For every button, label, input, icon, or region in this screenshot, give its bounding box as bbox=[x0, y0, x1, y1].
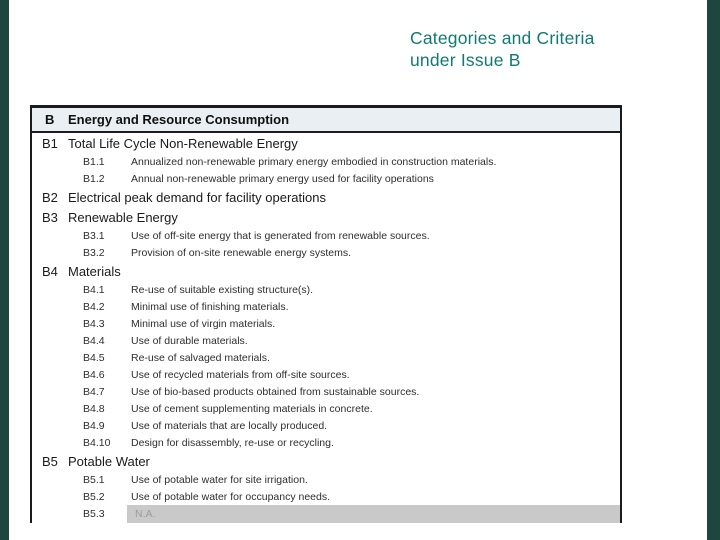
right-edge-bar bbox=[707, 0, 720, 540]
criterion-code: B5.1 bbox=[83, 473, 105, 486]
criterion-row: B3.2 Provision of on-site renewable ener… bbox=[32, 244, 620, 261]
category-label: Renewable Energy bbox=[68, 209, 178, 225]
criterion-label: Use of potable water for occupancy needs… bbox=[131, 490, 331, 503]
criterion-label: Minimal use of virgin materials. bbox=[131, 317, 276, 330]
criterion-row: B4.5 Re-use of salvaged materials. bbox=[32, 349, 620, 366]
table-header-label: Energy and Resource Consumption bbox=[68, 112, 290, 127]
criterion-row-na: B5.3 N.A. bbox=[32, 505, 620, 523]
criterion-code: B4.10 bbox=[83, 436, 111, 449]
criterion-row: B4.8 Use of cement supplementing materia… bbox=[32, 400, 620, 417]
category-code: B1 bbox=[42, 135, 58, 151]
category-label: Electrical peak demand for facility oper… bbox=[68, 189, 326, 205]
category-row: B4 Materials bbox=[32, 261, 620, 281]
criterion-code: B5.2 bbox=[83, 490, 105, 503]
criterion-row: B5.2 Use of potable water for occupancy … bbox=[32, 488, 620, 505]
left-edge-bar bbox=[0, 0, 9, 540]
na-highlight-band bbox=[127, 505, 620, 523]
criterion-row: B4.3 Minimal use of virgin materials. bbox=[32, 315, 620, 332]
criterion-code: B4.8 bbox=[83, 402, 105, 415]
criterion-label: Use of cement supplementing materials in… bbox=[131, 402, 373, 415]
criterion-code: B5.3 bbox=[83, 508, 105, 520]
criterion-code: B4.6 bbox=[83, 368, 105, 381]
criterion-code: B4.1 bbox=[83, 283, 105, 296]
category-label: Materials bbox=[68, 263, 121, 279]
category-row: B5 Potable Water bbox=[32, 451, 620, 471]
criterion-row: B4.7 Use of bio-based products obtained … bbox=[32, 383, 620, 400]
criterion-row: B4.1 Re-use of suitable existing structu… bbox=[32, 281, 620, 298]
slide-title-line1: Categories and Criteria bbox=[410, 28, 595, 48]
criterion-label: N.A. bbox=[135, 508, 156, 520]
criterion-code: B4.3 bbox=[83, 317, 105, 330]
criterion-row: B4.6 Use of recycled materials from off-… bbox=[32, 366, 620, 383]
category-label: Potable Water bbox=[68, 453, 150, 469]
table-header-code: B bbox=[45, 112, 55, 127]
criterion-label: Use of potable water for site irrigation… bbox=[131, 473, 308, 486]
criterion-code: B4.9 bbox=[83, 419, 105, 432]
criterion-row: B1.1 Annualized non-renewable primary en… bbox=[32, 153, 620, 170]
criterion-label: Annualized non-renewable primary energy … bbox=[131, 155, 497, 168]
criterion-code: B1.2 bbox=[83, 172, 105, 185]
category-row: B3 Renewable Energy bbox=[32, 207, 620, 227]
category-row: B1 Total Life Cycle Non-Renewable Energy bbox=[32, 133, 620, 153]
criterion-code: B4.4 bbox=[83, 334, 105, 347]
criterion-label: Minimal use of finishing materials. bbox=[131, 300, 289, 313]
criterion-row: B4.4 Use of durable materials. bbox=[32, 332, 620, 349]
table-header-row: B Energy and Resource Consumption bbox=[32, 108, 620, 133]
category-code: B2 bbox=[42, 189, 58, 205]
criterion-label: Re-use of suitable existing structure(s)… bbox=[131, 283, 314, 296]
criterion-label: Design for disassembly, re-use or recycl… bbox=[131, 436, 334, 449]
criterion-code: B1.1 bbox=[83, 155, 105, 168]
slide-title: Categories and Criteria under Issue B bbox=[410, 27, 595, 71]
criterion-row: B3.1 Use of off-site energy that is gene… bbox=[32, 227, 620, 244]
criterion-row: B4.10 Design for disassembly, re-use or … bbox=[32, 434, 620, 451]
category-code: B4 bbox=[42, 263, 58, 279]
slide-title-line2: under Issue B bbox=[410, 50, 521, 70]
criterion-label: Use of materials that are locally produc… bbox=[131, 419, 328, 432]
criterion-row: B5.1 Use of potable water for site irrig… bbox=[32, 471, 620, 488]
table-body: B1 Total Life Cycle Non-Renewable Energy… bbox=[32, 133, 620, 523]
criterion-label: Annual non-renewable primary energy used… bbox=[131, 172, 434, 185]
criterion-row: B4.9 Use of materials that are locally p… bbox=[32, 417, 620, 434]
criterion-label: Use of durable materials. bbox=[131, 334, 248, 347]
criterion-code: B3.2 bbox=[83, 246, 105, 259]
criteria-table: B Energy and Resource Consumption B1 Tot… bbox=[30, 105, 622, 523]
category-code: B5 bbox=[42, 453, 58, 469]
criterion-label: Re-use of salvaged materials. bbox=[131, 351, 270, 364]
criterion-row: B1.2 Annual non-renewable primary energy… bbox=[32, 170, 620, 187]
criterion-label: Provision of on-site renewable energy sy… bbox=[131, 246, 352, 259]
category-code: B3 bbox=[42, 209, 58, 225]
criterion-row: B4.2 Minimal use of finishing materials. bbox=[32, 298, 620, 315]
category-label: Total Life Cycle Non-Renewable Energy bbox=[68, 135, 298, 151]
criterion-code: B3.1 bbox=[83, 229, 105, 242]
criterion-label: Use of off-site energy that is generated… bbox=[131, 229, 430, 242]
criterion-label: Use of recycled materials from off-site … bbox=[131, 368, 350, 381]
criterion-label: Use of bio-based products obtained from … bbox=[131, 385, 420, 398]
criterion-code: B4.2 bbox=[83, 300, 105, 313]
category-row: B2 Electrical peak demand for facility o… bbox=[32, 187, 620, 207]
criterion-code: B4.7 bbox=[83, 385, 105, 398]
criterion-code: B4.5 bbox=[83, 351, 105, 364]
